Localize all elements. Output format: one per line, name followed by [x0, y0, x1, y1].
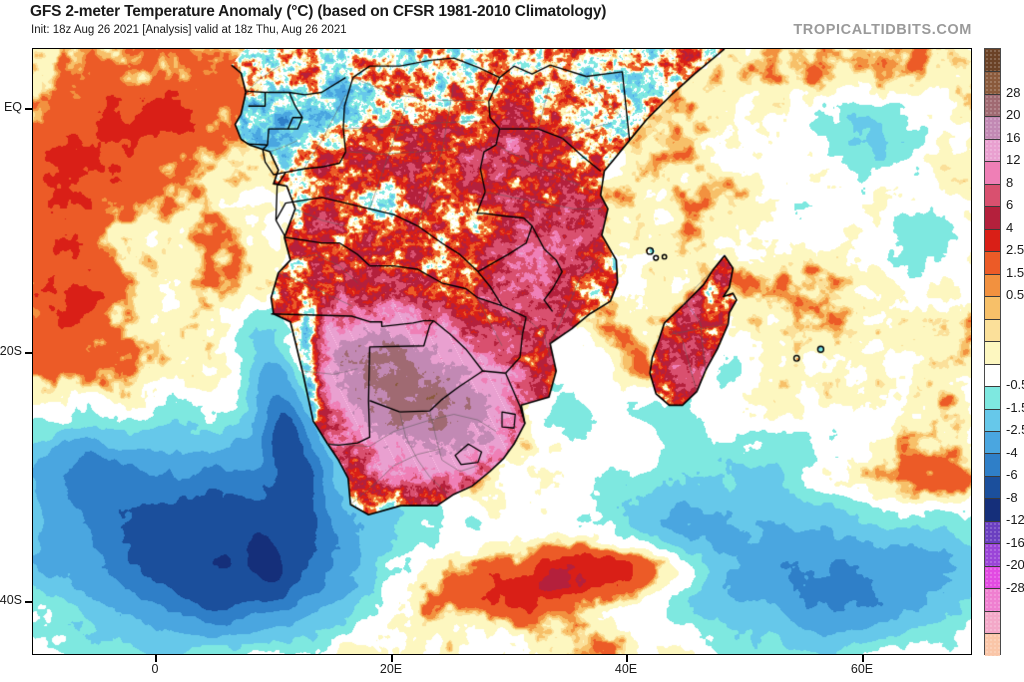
- y-axis-label: EQ: [3, 100, 22, 114]
- colorbar-tick-label: 20: [1006, 107, 1021, 123]
- x-axis-tick: [862, 655, 864, 662]
- colorbar-swatch: [985, 116, 1000, 139]
- colorbar-swatch: [985, 475, 1000, 499]
- colorbar-tick-label: 1.5: [1006, 264, 1024, 280]
- colorbar-swatch: [985, 228, 1000, 252]
- colorbar-tick-label: 2.5: [1006, 242, 1024, 258]
- colorbar-swatch: [985, 318, 1000, 342]
- colorbar-swatch: [985, 138, 1000, 162]
- site-watermark: TROPICALTIDBITS.COM: [793, 22, 972, 38]
- colorbar-swatch: [985, 341, 1000, 364]
- colorbar-swatch: [985, 565, 1000, 589]
- colorbar-tick-label: -6: [1006, 467, 1018, 483]
- colorbar-tick-label: -28: [1006, 579, 1024, 595]
- colorbar-swatch: [985, 93, 1000, 117]
- colorbar-tick-label: -8: [1006, 489, 1018, 505]
- colorbar-tick-label: 0.5: [1006, 287, 1024, 303]
- colorbar-tick-label: 8: [1006, 174, 1014, 190]
- colorbar: [984, 48, 1001, 656]
- colorbar-swatch: [985, 49, 1000, 72]
- colorbar-tick-label: 12: [1006, 152, 1021, 168]
- colorbar-swatch: [985, 71, 1000, 94]
- colorbar-swatch: [985, 430, 1000, 454]
- colorbar-tick-label: -1.5: [1006, 399, 1024, 415]
- colorbar-tick-label: -20: [1006, 557, 1024, 573]
- x-axis-tick: [391, 655, 393, 662]
- colorbar-tick-label: 28: [1006, 84, 1021, 100]
- colorbar-swatch: [985, 498, 1000, 521]
- colorbar-swatch: [985, 251, 1000, 274]
- colorbar-tick-label: 16: [1006, 129, 1021, 145]
- colorbar-swatch: [985, 206, 1000, 229]
- colorbar-tick-label: -4: [1006, 444, 1018, 460]
- colorbar-tick-label: -0.5: [1006, 377, 1024, 393]
- colorbar-swatch: [985, 161, 1000, 184]
- y-axis-tick: [25, 601, 32, 603]
- colorbar-swatch: [985, 296, 1000, 319]
- y-axis-tick: [25, 352, 32, 354]
- colorbar-tick-label: 4: [1006, 219, 1014, 235]
- colorbar-tick-label: -16: [1006, 534, 1024, 550]
- colorbar-tick-label: -12: [1006, 512, 1024, 528]
- x-axis-label: 0: [151, 662, 159, 676]
- colorbar-tick-label: 6: [1006, 197, 1014, 213]
- colorbar-swatch: [985, 386, 1000, 409]
- colorbar-swatch: [985, 363, 1000, 387]
- anomaly-map[interactable]: [32, 48, 972, 655]
- colorbar-swatch: [985, 520, 1000, 544]
- colorbar-swatch: [985, 633, 1000, 656]
- y-axis-label: 40S: [0, 593, 22, 607]
- map-canvas-container: [33, 49, 971, 654]
- colorbar-swatch: [985, 183, 1000, 207]
- x-axis-label: 60E: [850, 662, 874, 676]
- x-axis-tick: [155, 655, 157, 662]
- colorbar-swatch: [985, 273, 1000, 297]
- x-axis-label: 40E: [614, 662, 638, 676]
- y-axis-tick: [25, 108, 32, 110]
- colorbar-swatch: [985, 408, 1000, 431]
- colorbar-swatch: [985, 543, 1000, 566]
- y-axis-label: 20S: [0, 344, 22, 358]
- colorbar-swatch: [985, 453, 1000, 476]
- colorbar-tick-label: -2.5: [1006, 422, 1024, 438]
- temperature-anomaly-raster: [33, 49, 971, 654]
- x-axis-tick: [626, 655, 628, 662]
- run-info: Init: 18z Aug 26 2021 [Analysis] valid a…: [31, 24, 347, 36]
- colorbar-swatch: [985, 610, 1000, 634]
- x-axis-label: 20E: [379, 662, 403, 676]
- page-title: GFS 2-meter Temperature Anomaly (°C) (ba…: [30, 3, 607, 20]
- colorbar-swatch: [985, 588, 1000, 611]
